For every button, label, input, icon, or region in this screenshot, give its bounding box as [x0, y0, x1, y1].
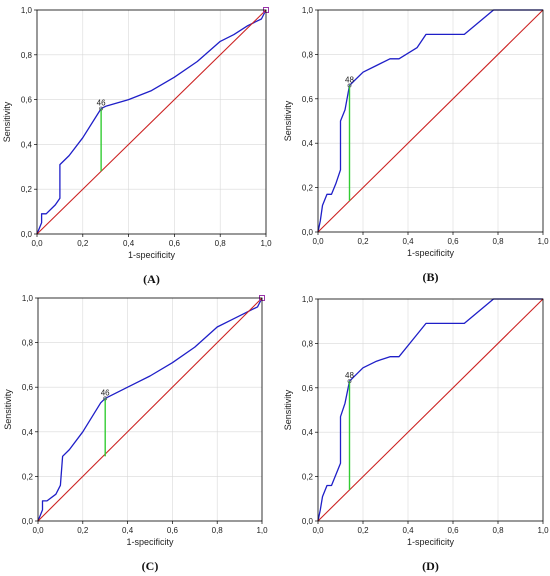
plot-frame [36, 9, 267, 235]
panel-label: (C) [142, 559, 159, 573]
x-tick-label: 0,6 [447, 526, 459, 535]
x-tick-label: 0,2 [357, 237, 369, 246]
y-tick-label: 0,6 [22, 383, 34, 392]
x-tick-label: 0,0 [312, 526, 324, 535]
cutoff-point [347, 379, 352, 384]
y-tick-label: 0,8 [302, 339, 314, 348]
x-tick-label: 0,2 [77, 239, 89, 248]
cutoff-point [103, 396, 108, 401]
y-tick-label: 0,8 [21, 51, 33, 60]
y-tick-label: 0,0 [21, 230, 33, 239]
y-tick-label: 1,0 [302, 295, 314, 304]
y-tick-label: 0,2 [21, 185, 33, 194]
x-tick-label: 0,4 [123, 239, 135, 248]
chart-panel-0: 46 0,0 0,2 0,4 0,6 0,8 1,0 0,0 0,2 0,4 0,6 0,8 1,0 1-… [2, 6, 272, 286]
cutoff-point [347, 83, 352, 88]
reference-diagonal-line [317, 9, 544, 233]
x-tick-label: 0,6 [447, 237, 459, 246]
reference-diagonal-line [37, 297, 263, 522]
x-tick-label: 0,4 [402, 237, 414, 246]
cutoff-label: 46 [97, 99, 106, 108]
y-tick-label: 1,0 [21, 6, 33, 15]
chart-panel-1: 48 0,0 0,2 0,4 0,6 0,8 1,0 0,0 0,2 0,4 0,6 0,8 1,0 1-… [283, 6, 549, 284]
y-tick-label: 0,2 [22, 472, 34, 481]
plot-frame [317, 9, 544, 233]
y-tick-label: 0,2 [302, 473, 314, 482]
y-tick-label: 1,0 [302, 6, 314, 15]
panel-label: (D) [422, 559, 439, 573]
x-tick-label: 0,8 [212, 526, 224, 535]
x-tick-label: 1,0 [537, 237, 549, 246]
roc-curve-line [36, 9, 267, 235]
x-tick-label: 0,4 [122, 526, 134, 535]
x-tick-label: 0,0 [312, 237, 324, 246]
chart-panel-3: 48 0,0 0,2 0,4 0,6 0,8 1,0 0,0 0,2 0,4 0,6 0,8 1,0 1-… [283, 295, 549, 573]
panel-label: (B) [423, 270, 439, 284]
y-tick-label: 0,2 [302, 184, 314, 193]
y-tick-label: 0,6 [302, 384, 314, 393]
y-tick-label: 0,4 [302, 139, 314, 148]
y-tick-label: 0,0 [302, 228, 314, 237]
roc-curve-line [317, 9, 543, 233]
y-tick-label: 0,0 [302, 517, 314, 526]
y-tick-label: 0,6 [21, 96, 33, 105]
x-tick-label: 1,0 [260, 239, 272, 248]
y-tick-label: 0,8 [302, 50, 314, 59]
y-tick-label: 0,4 [22, 428, 34, 437]
y-axis-label: Sensitivity [2, 101, 12, 142]
y-tick-label: 0,4 [302, 428, 314, 437]
cutoff-label: 48 [345, 75, 354, 84]
y-axis-label: Sensitivity [283, 100, 293, 141]
x-tick-label: 0,6 [169, 239, 181, 248]
cutoff-label: 48 [345, 371, 354, 380]
x-tick-label: 0,4 [402, 526, 414, 535]
y-tick-label: 0,4 [21, 140, 33, 149]
x-tick-label: 0,8 [492, 237, 504, 246]
panel-label: (A) [143, 272, 160, 286]
y-axis-label: Sensitivity [283, 389, 293, 430]
y-tick-label: 0,6 [302, 95, 314, 104]
roc-curve-line [317, 298, 543, 522]
reference-diagonal-line [36, 9, 267, 235]
y-tick-label: 0,8 [22, 339, 34, 348]
x-axis-label: 1-specificity [407, 537, 455, 547]
cutoff-label: 46 [101, 388, 110, 397]
x-tick-label: 1,0 [256, 526, 268, 535]
plot-frame [37, 297, 263, 522]
x-tick-label: 0,0 [31, 239, 43, 248]
y-tick-label: 0,0 [22, 517, 34, 526]
x-tick-label: 0,0 [32, 526, 44, 535]
x-tick-label: 0,8 [215, 239, 227, 248]
y-axis-label: Sensitivity [3, 389, 13, 430]
y-tick-label: 1,0 [22, 294, 34, 303]
chart-panel-2: 46 0,0 0,2 0,4 0,6 0,8 1,0 0,0 0,2 0,4 0,6 0,8 1,0 1-… [3, 294, 268, 573]
x-tick-label: 0,2 [357, 526, 369, 535]
x-axis-label: 1-specificity [126, 537, 174, 547]
x-tick-label: 0,6 [167, 526, 179, 535]
x-tick-label: 0,2 [77, 526, 89, 535]
x-axis-label: 1-specificity [407, 248, 455, 258]
cutoff-point [99, 106, 104, 111]
x-axis-label: 1-specificity [128, 250, 176, 260]
plot-frame [317, 298, 544, 522]
reference-diagonal-line [317, 298, 544, 522]
x-tick-label: 0,8 [492, 526, 504, 535]
x-tick-label: 1,0 [537, 526, 549, 535]
